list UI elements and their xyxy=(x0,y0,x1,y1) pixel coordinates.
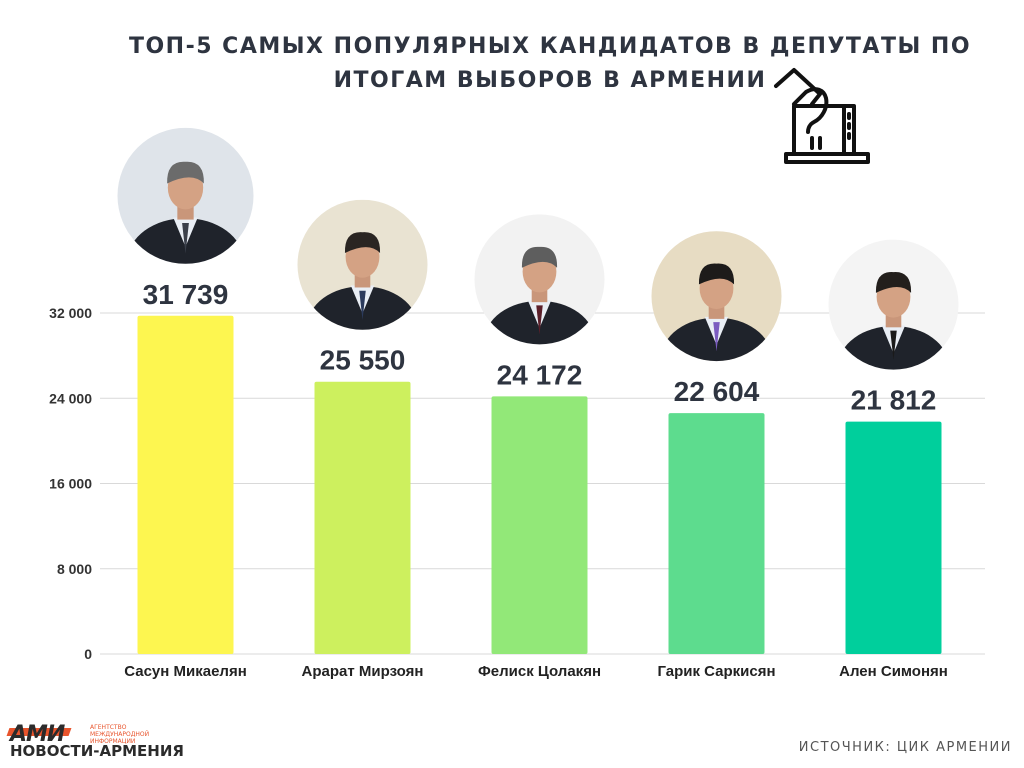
value-label: 24 172 xyxy=(497,359,583,390)
y-tick-label: 16 000 xyxy=(49,476,92,492)
chart-title: ТОП-5 САМЫХ ПОПУЛЯРНЫХ КАНДИДАТОВ В ДЕПУ… xyxy=(120,30,980,98)
value-label: 25 550 xyxy=(320,345,406,376)
candidate-photo xyxy=(297,199,428,330)
candidate-photo xyxy=(117,127,254,264)
y-tick-label: 8 000 xyxy=(57,561,92,577)
category-label: Сасун Микаелян xyxy=(124,663,247,680)
bar xyxy=(137,315,234,654)
logo-name: НОВОСТИ-АРМЕНИЯ xyxy=(10,742,184,760)
source-label: ИСТОЧНИК: xyxy=(798,740,892,755)
y-tick-label: 0 xyxy=(84,646,92,662)
category-label: Ален Симонян xyxy=(839,663,948,680)
bar xyxy=(845,421,942,654)
value-label: 31 739 xyxy=(143,279,229,310)
ami-logo: АМИ АГЕНТСТВО МЕЖДУНАРОДНОЙ ИНФОРМАЦИИ Н… xyxy=(10,722,210,764)
candidate-photo xyxy=(474,214,605,345)
category-label: Фелиск Цолакян xyxy=(478,663,601,680)
bar xyxy=(314,381,411,654)
chart-title-line-2: ИТОГАМ ВЫБОРОВ В АРМЕНИИ xyxy=(333,68,767,93)
y-tick-label: 32 000 xyxy=(49,305,92,321)
value-label: 21 812 xyxy=(851,385,937,416)
candidate-photo xyxy=(651,231,782,362)
category-label: Гарик Саркисян xyxy=(657,663,775,680)
chart-title-line-1: ТОП-5 САМЫХ ПОПУЛЯРНЫХ КАНДИДАТОВ В ДЕПУ… xyxy=(128,34,972,59)
category-label: Арарат Мирзоян xyxy=(302,663,424,680)
logo-mark: АМИ xyxy=(10,722,65,747)
candidate-photo xyxy=(828,239,959,370)
bar xyxy=(668,413,765,654)
value-label: 22 604 xyxy=(674,376,760,407)
ballot-box-icon xyxy=(774,68,870,164)
bar xyxy=(491,396,588,654)
source-note: ИСТОЧНИК: ЦИК АРМЕНИИ xyxy=(799,740,1012,755)
logo-tagline: АГЕНТСТВО МЕЖДУНАРОДНОЙ ИНФОРМАЦИИ xyxy=(90,724,150,745)
source-value: ЦИК АРМЕНИИ xyxy=(896,740,1012,755)
y-tick-label: 24 000 xyxy=(49,390,92,406)
